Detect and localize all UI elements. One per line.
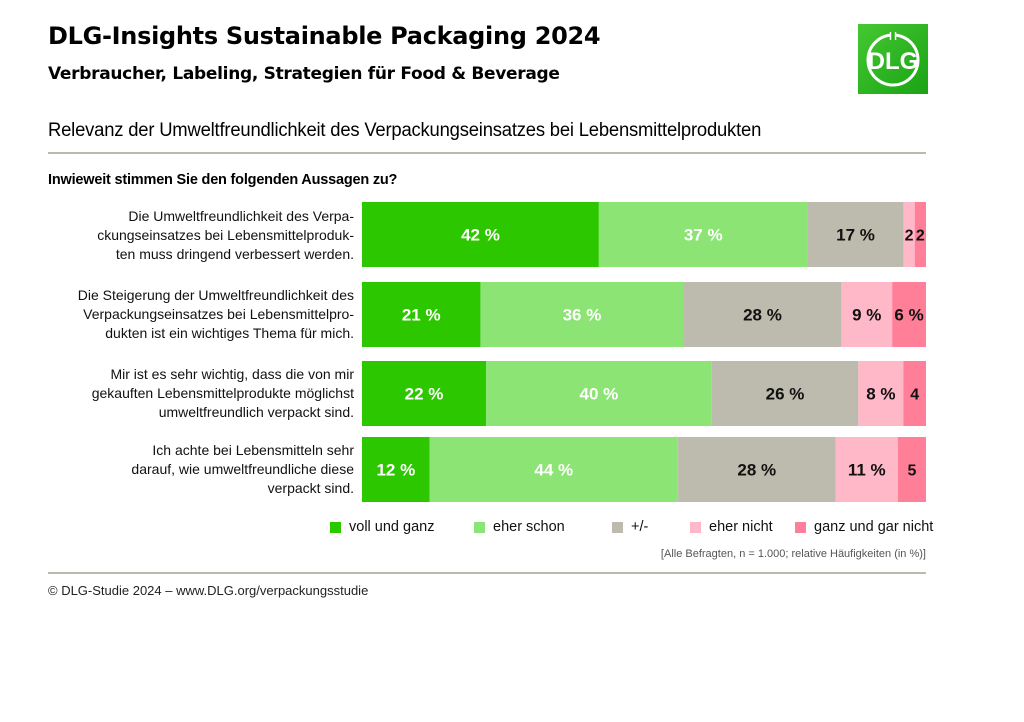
bar-segment [362, 361, 487, 426]
legend-label: ganz und gar nicht [814, 519, 934, 535]
bar-segment [683, 282, 842, 347]
row-label-line: Die Umweltfreundlichkeit des Verpa- [128, 208, 354, 224]
dlg-logo-icon: DLG [866, 32, 920, 87]
bar-segment [362, 202, 599, 267]
dlg-logo: DLG [858, 24, 928, 94]
report-subtitle: Verbraucher, Labeling, Strategien für Fo… [48, 64, 560, 84]
row-label-line: ten muss dringend verbessert werden. [115, 246, 354, 262]
row-label-line: darauf, wie umweltfreundliche diese [131, 461, 354, 477]
bar-segment [711, 361, 859, 426]
data-label: 9 % [852, 306, 881, 325]
bar-segment [362, 437, 430, 502]
bar-segment [897, 437, 926, 502]
data-label: 21 % [402, 306, 441, 325]
bar-segment [914, 202, 926, 267]
legend-swatch [330, 521, 341, 533]
data-label: 5 [907, 463, 916, 480]
row-label-line: gekauften Lebensmittelprodukte möglichst [91, 385, 354, 401]
data-label: 12 % [376, 461, 415, 480]
divider-top [48, 152, 926, 154]
bar-segment [807, 202, 904, 267]
bar-segment [858, 361, 904, 426]
data-label: 44 % [534, 461, 573, 480]
bar-segment [486, 361, 712, 426]
data-label: 17 % [836, 226, 875, 245]
bar-segment [903, 202, 915, 267]
data-label: 2 [905, 228, 914, 245]
bar-segment [841, 282, 893, 347]
logo-text: DLG [868, 48, 919, 75]
sample-note: [Alle Befragten, n = 1.000; relative Häu… [660, 548, 926, 560]
data-label: 42 % [461, 226, 500, 245]
bar-segment [429, 437, 678, 502]
survey-question: Inwieweit stimmen Sie den folgenden Auss… [48, 172, 398, 188]
data-label: 28 % [743, 306, 782, 325]
footer-copyright: © DLG-Studie 2024 – www.DLG.org/verpacku… [48, 583, 369, 598]
legend-swatch [612, 521, 623, 533]
legend-swatch [795, 521, 806, 533]
chart-legend: voll und ganz eher schon +/- eher nicht … [330, 519, 933, 535]
legend-item-eher-nicht: eher nicht [690, 519, 795, 535]
legend-label: eher nicht [709, 519, 773, 535]
data-label: 37 % [684, 226, 723, 245]
bar-segment [835, 437, 898, 502]
data-label: 4 [910, 387, 919, 404]
row-label-line: dukten ist ein wichtiges Thema für mich. [105, 325, 354, 341]
data-label: 36 % [563, 306, 602, 325]
report-title: DLG-Insights Sustainable Packaging 2024 [48, 22, 601, 50]
bar-segment [480, 282, 684, 347]
row-label: Die Umweltfreundlichkeit des Verpa- ckun… [40, 207, 354, 264]
row-label-line: verpackt sind. [267, 480, 354, 496]
legend-item-neutral: +/- [612, 519, 668, 535]
row-label-line: umweltfreundlich verpackt sind. [158, 404, 354, 420]
legend-label: voll und ganz [349, 519, 435, 535]
row-label-line: ckungseinsatzes bei Lebensmittelproduk- [97, 227, 354, 243]
row-label-line: Verpackungseinsatzes bei Lebensmittelpro… [83, 306, 354, 322]
data-label: 11 % [848, 461, 886, 480]
row-label: Die Steigerung der Umweltfreundlichkeit … [40, 286, 354, 343]
data-label: 40 % [580, 385, 619, 404]
data-label: 26 % [766, 385, 805, 404]
bar-segment [892, 282, 926, 347]
data-label: 28 % [737, 461, 776, 480]
bar-segment [677, 437, 836, 502]
row-label: Ich achte bei Lebensmitteln sehr darauf,… [40, 441, 354, 498]
row-label-line: Mir ist es sehr wichtig, dass die von mi… [110, 366, 354, 382]
legend-swatch [474, 521, 485, 533]
row-label-line: Die Steigerung der Umweltfreundlichkeit … [77, 287, 354, 303]
bar-segment [903, 361, 926, 426]
row-label-line: Ich achte bei Lebensmitteln sehr [152, 442, 354, 458]
data-label: 8 % [866, 385, 895, 404]
chart-title: Relevanz der Umweltfreundlichkeit des Ve… [48, 120, 762, 141]
data-label: 6 % [894, 306, 923, 325]
legend-item-eher-schon: eher schon [474, 519, 597, 535]
legend-label: +/- [631, 519, 649, 535]
row-label: Mir ist es sehr wichtig, dass die von mi… [40, 365, 354, 422]
legend-label: eher schon [493, 519, 565, 535]
bar-segment [362, 282, 481, 347]
legend-item-voll-und-ganz: voll und ganz [330, 519, 474, 535]
data-label: 22 % [405, 385, 444, 404]
divider-bottom [48, 572, 926, 574]
data-label: 2 [916, 228, 925, 245]
legend-item-ganz-und-gar-nicht: ganz und gar nicht [795, 519, 933, 535]
legend-swatch [690, 521, 701, 533]
bar-segment [598, 202, 808, 267]
